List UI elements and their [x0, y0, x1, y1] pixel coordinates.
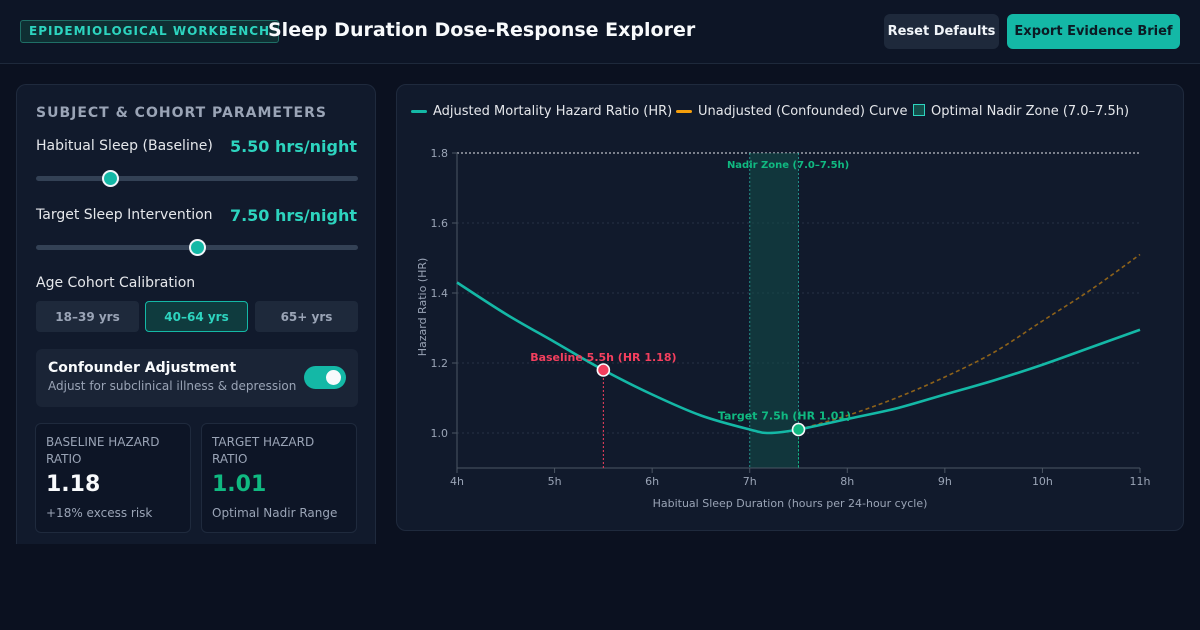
legend-box-swatch: [913, 104, 925, 116]
unadjusted-curve: [798, 253, 1141, 431]
confounder-toggle[interactable]: [304, 366, 346, 389]
parameters-section-title: SUBJECT & COHORT PARAMETERS: [36, 105, 327, 121]
legend-label-nadir-zone: Optimal Nadir Zone (7.0–7.5h): [931, 104, 1130, 119]
target-sleep-label: Target Sleep Intervention: [36, 207, 213, 223]
legend-item-unadjusted: Unadjusted (Confounded) Curve: [676, 104, 908, 119]
target-hazard-card: TARGET HAZARD RATIO 1.01 Optimal Nadir R…: [201, 423, 357, 533]
nadir-zone-band: [749, 153, 799, 468]
target-hazard-value: 1.01: [212, 472, 267, 497]
legend-item-adjusted: Adjusted Mortality Hazard Ratio (HR): [411, 104, 672, 119]
target-hazard-sub: Optimal Nadir Range: [212, 506, 338, 520]
page-title: Sleep Duration Dose-Response Explorer: [268, 19, 696, 41]
export-evidence-brief-button[interactable]: Export Evidence Brief: [1007, 14, 1180, 49]
confounder-subtitle: Adjust for subclinical illness & depress…: [48, 379, 297, 393]
legend-label-unadjusted: Unadjusted (Confounded) Curve: [698, 104, 908, 119]
baseline-hazard-label: BASELINE HAZARD RATIO: [46, 435, 160, 466]
x-tick-label: 8h: [840, 475, 854, 488]
age-option-40-64[interactable]: 40–64 yrs: [145, 301, 248, 332]
target-sleep-value: 7.50 hrs/night: [229, 206, 357, 225]
confounder-title: Confounder Adjustment: [48, 360, 237, 376]
toggle-knob: [326, 370, 341, 385]
y-tick-label: 1.4: [431, 287, 449, 300]
workbench-badge: EPIDEMIOLOGICAL WORKBENCH: [20, 20, 280, 43]
reset-defaults-button[interactable]: Reset Defaults: [884, 14, 999, 49]
confounder-adjustment-card: Confounder Adjustment Adjust for subclin…: [36, 349, 358, 407]
target-sleep-slider-thumb[interactable]: [189, 239, 206, 256]
hazard-ratio-chart: Nadir Zone (7.0–7.5h) 1.0 1.2 1.4 1.6 1.8 4h 5…: [416, 147, 1151, 510]
target-hazard-label: TARGET HAZARD RATIO: [212, 435, 315, 466]
baseline-sleep-slider[interactable]: [36, 170, 358, 187]
legend-line-swatch: [411, 110, 427, 113]
age-cohort-label: Age Cohort Calibration: [36, 275, 196, 291]
x-axis-label: Habitual Sleep Duration (hours per 24-ho…: [653, 497, 928, 510]
nadir-zone-label: Nadir Zone (7.0–7.5h): [727, 160, 849, 171]
baseline-hazard-sub: +18% excess risk: [46, 506, 153, 520]
y-tick-label: 1.8: [431, 147, 449, 160]
legend-label-adjusted: Adjusted Mortality Hazard Ratio (HR): [433, 104, 673, 119]
baseline-sleep-label: Habitual Sleep (Baseline): [36, 138, 213, 154]
target-sleep-slider[interactable]: [36, 239, 358, 256]
age-option-65-plus[interactable]: 65+ yrs: [255, 301, 358, 332]
app-header: EPIDEMIOLOGICAL WORKBENCH Sleep Duration…: [0, 0, 1200, 64]
x-tick-label: 7h: [743, 475, 757, 488]
age-option-18-39[interactable]: 18–39 yrs: [36, 301, 139, 332]
parameters-panel: SUBJECT & COHORT PARAMETERS Habitual Sle…: [16, 84, 376, 544]
x-tick-label: 6h: [645, 475, 659, 488]
y-tick-label: 1.0: [431, 427, 449, 440]
legend-line-swatch: [676, 110, 692, 113]
target-annotation-label: Target 7.5h (HR 1.01): [718, 410, 851, 423]
adjusted-hr-curve: [456, 281, 1141, 435]
baseline-annotation-label: Baseline 5.5h (HR 1.18): [530, 351, 676, 364]
legend-item-nadir-zone: Optimal Nadir Zone (7.0–7.5h): [913, 104, 1129, 119]
y-tick-label: 1.6: [431, 217, 449, 230]
y-tick-label: 1.2: [431, 357, 449, 370]
x-tick-label: 11h: [1130, 475, 1151, 488]
x-tick-label: 10h: [1032, 475, 1053, 488]
x-tick-label: 4h: [450, 475, 464, 488]
baseline-sleep-value: 5.50 hrs/night: [229, 137, 357, 156]
baseline-sleep-slider-thumb[interactable]: [102, 170, 120, 187]
x-tick-label: 9h: [938, 475, 952, 488]
y-axis-label: Hazard Ratio (HR): [416, 258, 429, 357]
target-marker: [791, 422, 806, 437]
dose-response-chart-panel: Adjusted Mortality Hazard Ratio (HR) Una…: [396, 84, 1184, 531]
baseline-hazard-value: 1.18: [46, 472, 101, 497]
baseline-hazard-card: BASELINE HAZARD RATIO 1.18 +18% excess r…: [35, 423, 191, 533]
x-tick-label: 5h: [548, 475, 562, 488]
baseline-marker: [596, 363, 611, 377]
